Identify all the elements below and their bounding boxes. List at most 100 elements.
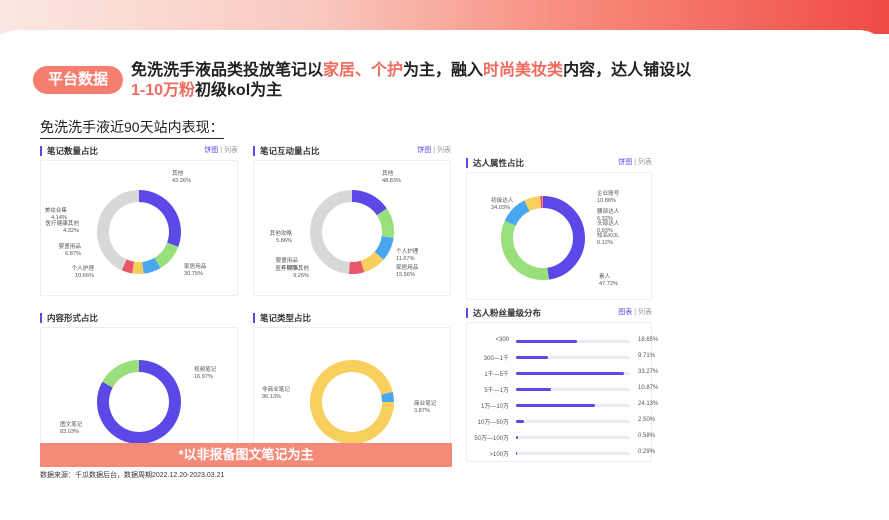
slice-value-label: 10.88% <box>597 198 616 204</box>
bar <box>516 452 517 455</box>
slice-label: 家居用品 <box>396 263 419 271</box>
slice-value-label: 10.66% <box>75 273 94 279</box>
pie-slice <box>349 266 362 268</box>
bar <box>516 436 518 439</box>
panel-title: 达人粉丝量级分布 <box>466 308 541 318</box>
bar-category-label: 50万—100万 <box>473 433 509 442</box>
pie-slice <box>143 263 158 268</box>
slice-label: 个人护理 <box>396 247 419 255</box>
pie-slice <box>124 265 133 268</box>
bar-track <box>516 356 630 359</box>
tab-pie[interactable]: 饼图 <box>417 147 431 154</box>
bar-category-label: 5千—1万 <box>473 385 509 394</box>
slice-label: 婴童用品 <box>276 256 299 264</box>
bar-track <box>516 404 630 407</box>
bar-track <box>516 452 630 455</box>
slice-label: 商业笔记 <box>414 399 437 407</box>
tab-list[interactable]: 列表 <box>638 309 652 316</box>
pie-slice <box>527 202 541 206</box>
slice-value-label: 11.67% <box>396 256 415 262</box>
pie-slice <box>362 256 379 267</box>
slice-label: 头部达人 <box>597 219 620 227</box>
slice-label: 其他攻略 <box>270 229 293 237</box>
pie-slice <box>382 212 388 237</box>
slice-value-label: 3.87% <box>414 408 430 414</box>
slice-value-label: 34.03% <box>491 205 510 211</box>
bar <box>516 356 548 359</box>
tab-list[interactable]: 列表 <box>638 159 652 166</box>
view-tabs: 饼图 | 列表 <box>417 146 451 156</box>
bar-category-label: 1千—5千 <box>473 369 509 378</box>
slice-label: 个人护理 <box>72 264 95 272</box>
bar <box>516 420 524 423</box>
bar-category-label: 1万—10万 <box>473 401 509 410</box>
donut-chart: 其他48.83%其他攻略5.86%婴童用品8.82%医疗健康其他9.26%个人护… <box>254 161 450 295</box>
pie-slice <box>543 202 579 274</box>
view-tabs: 图表 | 列表 <box>618 308 652 318</box>
tab-pie[interactable]: 饼图 <box>618 159 632 166</box>
panel-title: 达人属性占比 <box>466 158 524 168</box>
slice-value-label: 43.26% <box>172 178 191 184</box>
bar-value-label: 18.65% <box>638 337 658 343</box>
slice-label: 其他 <box>382 169 394 177</box>
tab-chart[interactable]: 图表 <box>618 309 632 316</box>
view-tabs: 饼图 | 列表 <box>204 146 238 156</box>
pie-slice <box>107 366 139 385</box>
headline-text: 初级kol为主 <box>195 82 282 99</box>
headline-highlight: 1-10万粉 <box>131 82 195 99</box>
slice-label: 家居用品 <box>184 262 207 270</box>
bar-value-label: 24.13% <box>638 401 658 407</box>
slice-label: 其他 <box>172 169 184 177</box>
slice-value-label: 0.12% <box>597 240 613 246</box>
panel-title: 笔记类型占比 <box>253 313 311 323</box>
slice-label: 腰部达人 <box>597 207 620 215</box>
bar-value-label: 10.87% <box>638 385 658 391</box>
slice-label: 素人 <box>599 272 611 280</box>
headline-highlight: 时尚美妆类 <box>483 62 563 79</box>
pie-slice <box>507 223 548 274</box>
bar <box>516 404 595 407</box>
tab-list[interactable]: 列表 <box>437 147 451 154</box>
top-gradient-band <box>0 0 889 34</box>
bar-track <box>516 372 630 375</box>
panel-title: 内容形式占比 <box>40 313 98 323</box>
bar-track <box>516 340 630 343</box>
tab-pie[interactable]: 饼图 <box>204 147 218 154</box>
headline-text: 内容，达人铺设以 <box>563 62 691 79</box>
donut-chart: 其他43.26%美妆合集4.14%医疗健康其他4.32%婴童用品6.87%个人护… <box>41 161 237 295</box>
note-banner: *以非报备图文笔记为主 <box>40 443 452 467</box>
data-source: 数据来源：千瓜数据后台，数据周期2022.12.20-2023.03.21 <box>40 470 224 480</box>
slice-value-label: 48.83% <box>382 178 401 184</box>
section-subtitle: 免洗洗手液近90天站内表现： <box>40 117 224 139</box>
bar-track <box>516 388 630 391</box>
bar-track <box>516 436 630 439</box>
platform-data-tag: 平台数据 <box>33 66 123 94</box>
slice-label: 非商业笔记 <box>262 385 290 393</box>
bar <box>516 372 624 375</box>
donut-chart: 初级达人34.03%企业账号10.88%腰部达人6.32%头部达人0.93%知名… <box>467 173 651 299</box>
slice-label: 视频笔记 <box>194 365 217 373</box>
pie-slice <box>316 196 352 268</box>
pie-slice <box>103 196 139 265</box>
panel-title: 笔记数量占比 <box>40 146 98 156</box>
bar-track <box>516 420 630 423</box>
tab-list[interactable]: 列表 <box>224 147 238 154</box>
slice-value-label: 96.13% <box>262 394 281 400</box>
bar-value-label: 0.58% <box>638 433 655 439</box>
